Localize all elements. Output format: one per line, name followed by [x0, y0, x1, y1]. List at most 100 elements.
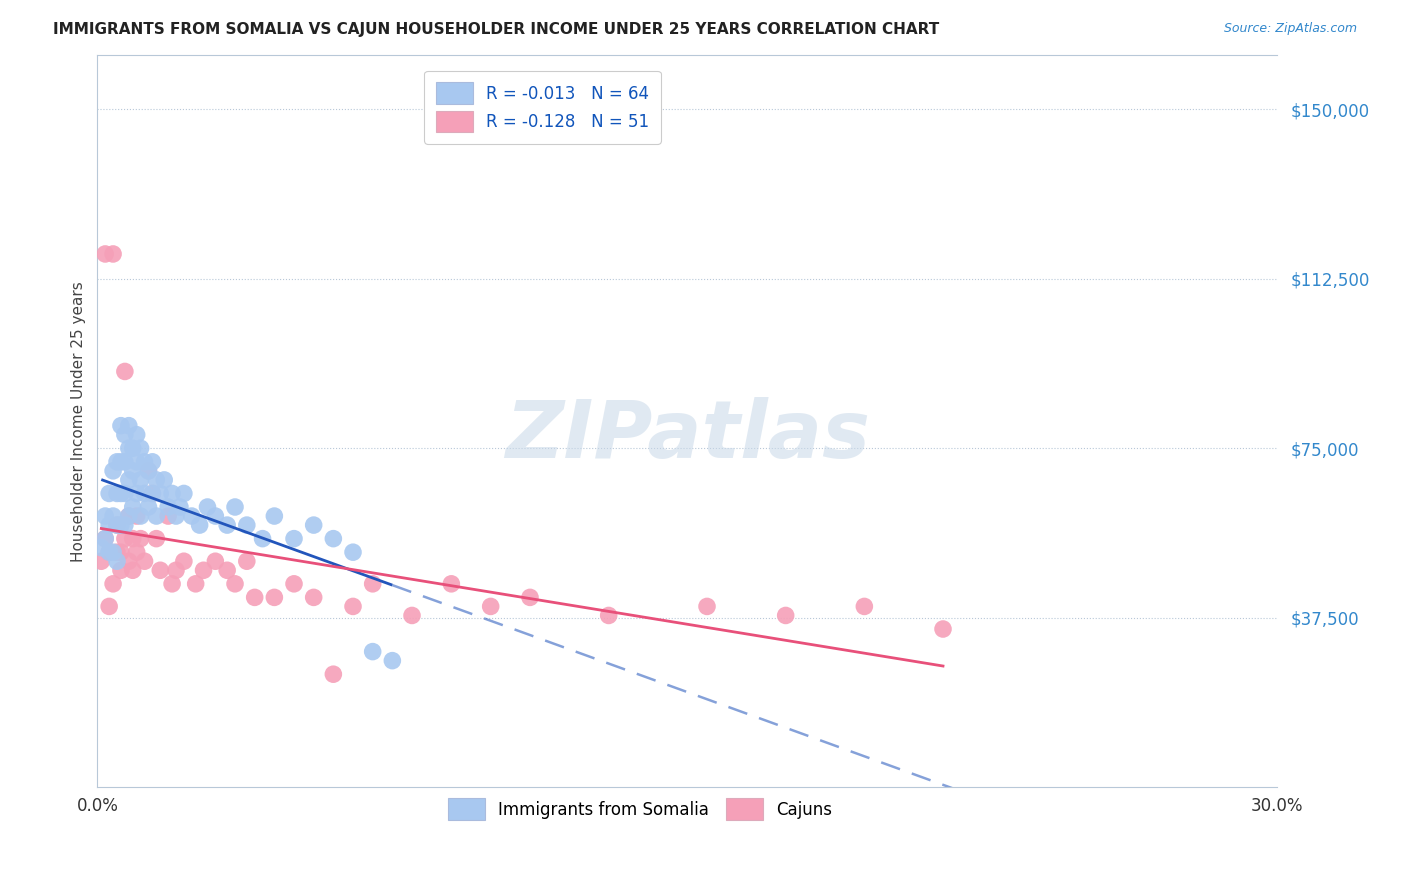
Point	[153, 473, 176, 487]
Point	[157, 500, 180, 514]
Point	[125, 427, 148, 442]
Point	[105, 518, 128, 533]
Point	[342, 545, 364, 559]
Point	[110, 563, 132, 577]
Point	[105, 545, 128, 559]
Point	[101, 509, 124, 524]
Point	[94, 532, 117, 546]
Text: IMMIGRANTS FROM SOMALIA VS CAJUN HOUSEHOLDER INCOME UNDER 25 YEARS CORRELATION C: IMMIGRANTS FROM SOMALIA VS CAJUN HOUSEHO…	[53, 22, 939, 37]
Point	[342, 599, 364, 614]
Point	[775, 608, 797, 623]
Point	[381, 654, 404, 668]
Point	[263, 591, 285, 605]
Point	[138, 500, 160, 514]
Point	[105, 486, 128, 500]
Point	[145, 532, 167, 546]
Point	[94, 532, 117, 546]
Point	[98, 545, 121, 559]
Point	[101, 577, 124, 591]
Point	[283, 577, 305, 591]
Point	[141, 486, 163, 500]
Point	[302, 518, 325, 533]
Point	[598, 608, 620, 623]
Point	[94, 247, 117, 261]
Point	[98, 486, 121, 500]
Point	[217, 518, 239, 533]
Point	[145, 509, 167, 524]
Point	[440, 577, 463, 591]
Point	[173, 554, 195, 568]
Point	[193, 563, 215, 577]
Point	[98, 518, 121, 533]
Point	[105, 554, 128, 568]
Point	[129, 509, 152, 524]
Legend: Immigrants from Somalia, Cajuns: Immigrants from Somalia, Cajuns	[441, 792, 838, 826]
Point	[204, 509, 226, 524]
Point	[125, 486, 148, 500]
Point	[157, 509, 180, 524]
Point	[118, 509, 141, 524]
Point	[141, 455, 163, 469]
Point	[853, 599, 876, 614]
Point	[101, 545, 124, 559]
Point	[110, 486, 132, 500]
Point	[149, 563, 172, 577]
Text: Source: ZipAtlas.com: Source: ZipAtlas.com	[1223, 22, 1357, 36]
Point	[121, 500, 143, 514]
Point	[114, 486, 136, 500]
Point	[114, 532, 136, 546]
Point	[110, 455, 132, 469]
Point	[129, 442, 152, 456]
Point	[121, 563, 143, 577]
Point	[98, 545, 121, 559]
Point	[129, 473, 152, 487]
Point	[138, 464, 160, 478]
Point	[110, 545, 132, 559]
Point	[224, 577, 246, 591]
Point	[114, 364, 136, 378]
Point	[932, 622, 955, 636]
Point	[479, 599, 502, 614]
Point	[134, 486, 156, 500]
Point	[236, 554, 259, 568]
Point	[149, 486, 172, 500]
Point	[302, 591, 325, 605]
Point	[90, 541, 112, 555]
Point	[160, 577, 183, 591]
Point	[118, 442, 141, 456]
Point	[129, 532, 152, 546]
Point	[204, 554, 226, 568]
Point	[165, 509, 187, 524]
Point	[165, 563, 187, 577]
Point	[114, 518, 136, 533]
Point	[236, 518, 259, 533]
Point	[696, 599, 718, 614]
Point	[361, 645, 384, 659]
Point	[121, 532, 143, 546]
Point	[125, 455, 148, 469]
Point	[90, 554, 112, 568]
Point	[141, 486, 163, 500]
Point	[322, 667, 344, 681]
Point	[105, 518, 128, 533]
Point	[252, 532, 274, 546]
Y-axis label: Householder Income Under 25 years: Householder Income Under 25 years	[72, 281, 86, 562]
Point	[217, 563, 239, 577]
Point	[125, 545, 148, 559]
Point	[118, 473, 141, 487]
Point	[243, 591, 266, 605]
Point	[98, 599, 121, 614]
Point	[145, 473, 167, 487]
Point	[134, 455, 156, 469]
Point	[110, 518, 132, 533]
Point	[114, 427, 136, 442]
Point	[160, 486, 183, 500]
Point	[283, 532, 305, 546]
Point	[118, 554, 141, 568]
Point	[118, 509, 141, 524]
Point	[322, 532, 344, 546]
Point	[188, 518, 211, 533]
Point	[519, 591, 541, 605]
Point	[361, 577, 384, 591]
Point	[110, 418, 132, 433]
